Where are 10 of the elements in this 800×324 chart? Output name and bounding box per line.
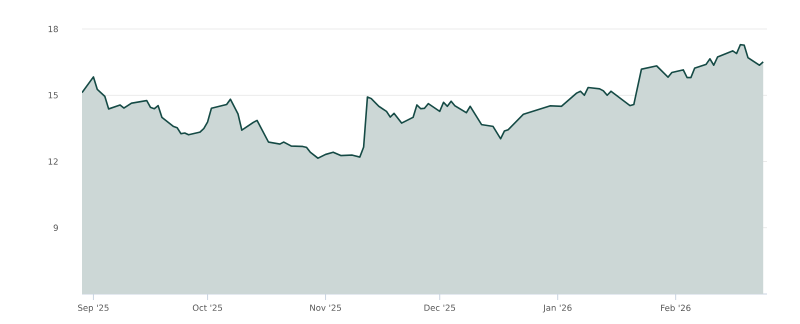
x-tick-label: Oct '25	[192, 304, 222, 311]
x-tick-label: Sep '25	[78, 304, 109, 313]
y-tick-label: 15	[48, 92, 58, 98]
y-tick-label: 12	[48, 158, 58, 165]
y-tick-label: 18	[48, 26, 58, 32]
x-tick-label: Dec '25	[424, 304, 456, 311]
x-tick-label: Nov '25	[310, 304, 341, 311]
x-tick-label: Feb '26	[661, 304, 691, 312]
x-tick-label: Jan '26	[542, 304, 572, 313]
y-tick-label: 9	[54, 224, 58, 231]
